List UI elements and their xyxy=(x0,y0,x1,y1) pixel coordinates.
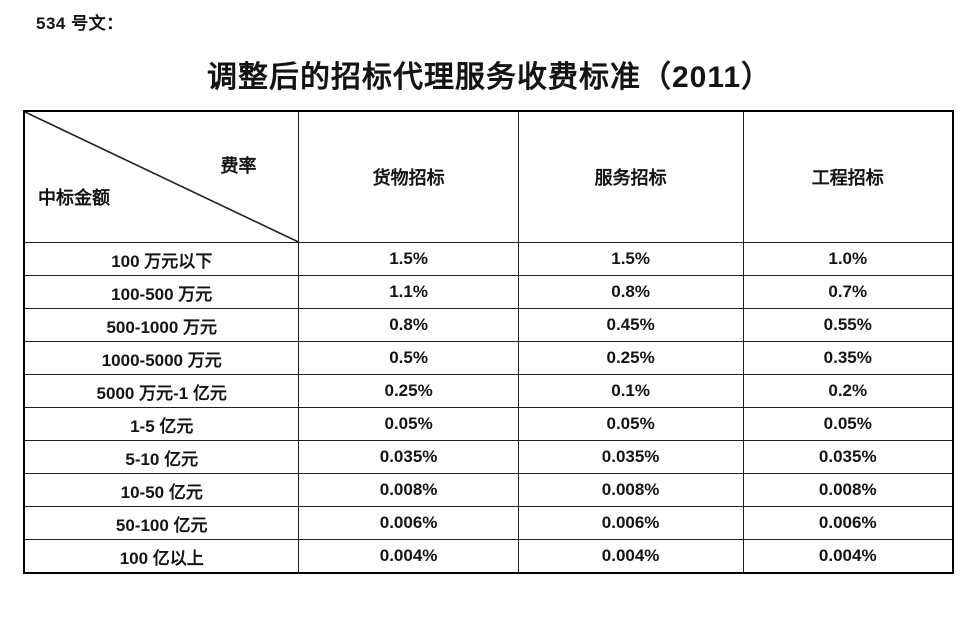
service-rate-value: 0.1% xyxy=(517,374,744,408)
works-rate-value: 0.2% xyxy=(742,374,954,408)
works-rate-value: 0.7% xyxy=(742,275,954,309)
corner-label-amount: 中标金额 xyxy=(38,188,110,208)
service-rate-value: 0.006% xyxy=(517,506,744,540)
corner-header-cell: 费率 中标金额 xyxy=(23,110,300,243)
amount-range-label: 100-500 万元 xyxy=(23,275,300,309)
table-row: 5-10 亿元 0.035% 0.035% 0.035% xyxy=(23,440,954,474)
goods-rate-value: 0.5% xyxy=(298,341,519,375)
goods-rate-value: 0.006% xyxy=(298,506,519,540)
table-row: 100 万元以下 1.5% 1.5% 1.0% xyxy=(23,242,954,276)
works-rate-value: 0.05% xyxy=(742,407,954,441)
table-row: 500-1000 万元 0.8% 0.45% 0.55% xyxy=(23,308,954,342)
column-header-service-bidding: 服务招标 xyxy=(517,110,744,243)
works-rate-value: 0.035% xyxy=(742,440,954,474)
table-row: 1000-5000 万元 0.5% 0.25% 0.35% xyxy=(23,341,954,375)
table-row: 100-500 万元 1.1% 0.8% 0.7% xyxy=(23,275,954,309)
service-rate-value: 0.004% xyxy=(517,539,744,574)
service-rate-value: 0.008% xyxy=(517,473,744,507)
fee-table-body: 100 万元以下 1.5% 1.5% 1.0% 100-500 万元 1.1% … xyxy=(23,242,954,574)
amount-range-label: 10-50 亿元 xyxy=(23,473,300,507)
service-rate-value: 0.8% xyxy=(517,275,744,309)
amount-range-label: 100 万元以下 xyxy=(23,242,300,276)
table-row: 5000 万元-1 亿元 0.25% 0.1% 0.2% xyxy=(23,374,954,408)
corner-label-rate: 费率 xyxy=(220,156,257,176)
works-rate-value: 1.0% xyxy=(742,242,954,276)
page-title: 调整后的招标代理服务收费标准（2011） xyxy=(206,61,773,94)
works-rate-value: 0.35% xyxy=(742,341,954,375)
goods-rate-value: 0.004% xyxy=(298,539,519,574)
works-rate-value: 0.55% xyxy=(742,308,954,342)
table-row: 1-5 亿元 0.05% 0.05% 0.05% xyxy=(23,407,954,441)
goods-rate-value: 1.5% xyxy=(298,242,519,276)
amount-range-label: 5000 万元-1 亿元 xyxy=(23,374,300,408)
service-rate-value: 0.035% xyxy=(517,440,744,474)
diagonal-divider-line xyxy=(25,112,298,242)
service-rate-value: 1.5% xyxy=(517,242,744,276)
works-rate-value: 0.004% xyxy=(742,539,954,574)
amount-range-label: 50-100 亿元 xyxy=(23,506,300,540)
column-header-goods-bidding: 货物招标 xyxy=(298,110,519,243)
amount-range-label: 5-10 亿元 xyxy=(23,440,300,474)
amount-range-label: 100 亿以上 xyxy=(23,539,300,574)
goods-rate-value: 0.05% xyxy=(298,407,519,441)
document-ref-label: 534 号文： xyxy=(36,14,124,33)
goods-rate-value: 0.035% xyxy=(298,440,519,474)
amount-range-label: 1-5 亿元 xyxy=(23,407,300,441)
table-row: 50-100 亿元 0.006% 0.006% 0.006% xyxy=(23,506,954,540)
fee-standard-table: 费率 中标金额 货物招标 服务招标 工程招标 100 万元以下 1.5% 1.5… xyxy=(23,110,954,574)
amount-range-label: 500-1000 万元 xyxy=(23,308,300,342)
service-rate-value: 0.05% xyxy=(517,407,744,441)
works-rate-value: 0.008% xyxy=(742,473,954,507)
works-rate-value: 0.006% xyxy=(742,506,954,540)
header-row: 费率 中标金额 货物招标 服务招标 工程招标 xyxy=(23,110,954,243)
amount-range-label: 1000-5000 万元 xyxy=(23,341,300,375)
goods-rate-value: 0.8% xyxy=(298,308,519,342)
service-rate-value: 0.25% xyxy=(517,341,744,375)
goods-rate-value: 1.1% xyxy=(298,275,519,309)
column-header-works-bidding: 工程招标 xyxy=(742,110,954,243)
service-rate-value: 0.45% xyxy=(517,308,744,342)
table-row: 10-50 亿元 0.008% 0.008% 0.008% xyxy=(23,473,954,507)
goods-rate-value: 0.008% xyxy=(298,473,519,507)
goods-rate-value: 0.25% xyxy=(298,374,519,408)
table-row: 100 亿以上 0.004% 0.004% 0.004% xyxy=(23,539,954,574)
